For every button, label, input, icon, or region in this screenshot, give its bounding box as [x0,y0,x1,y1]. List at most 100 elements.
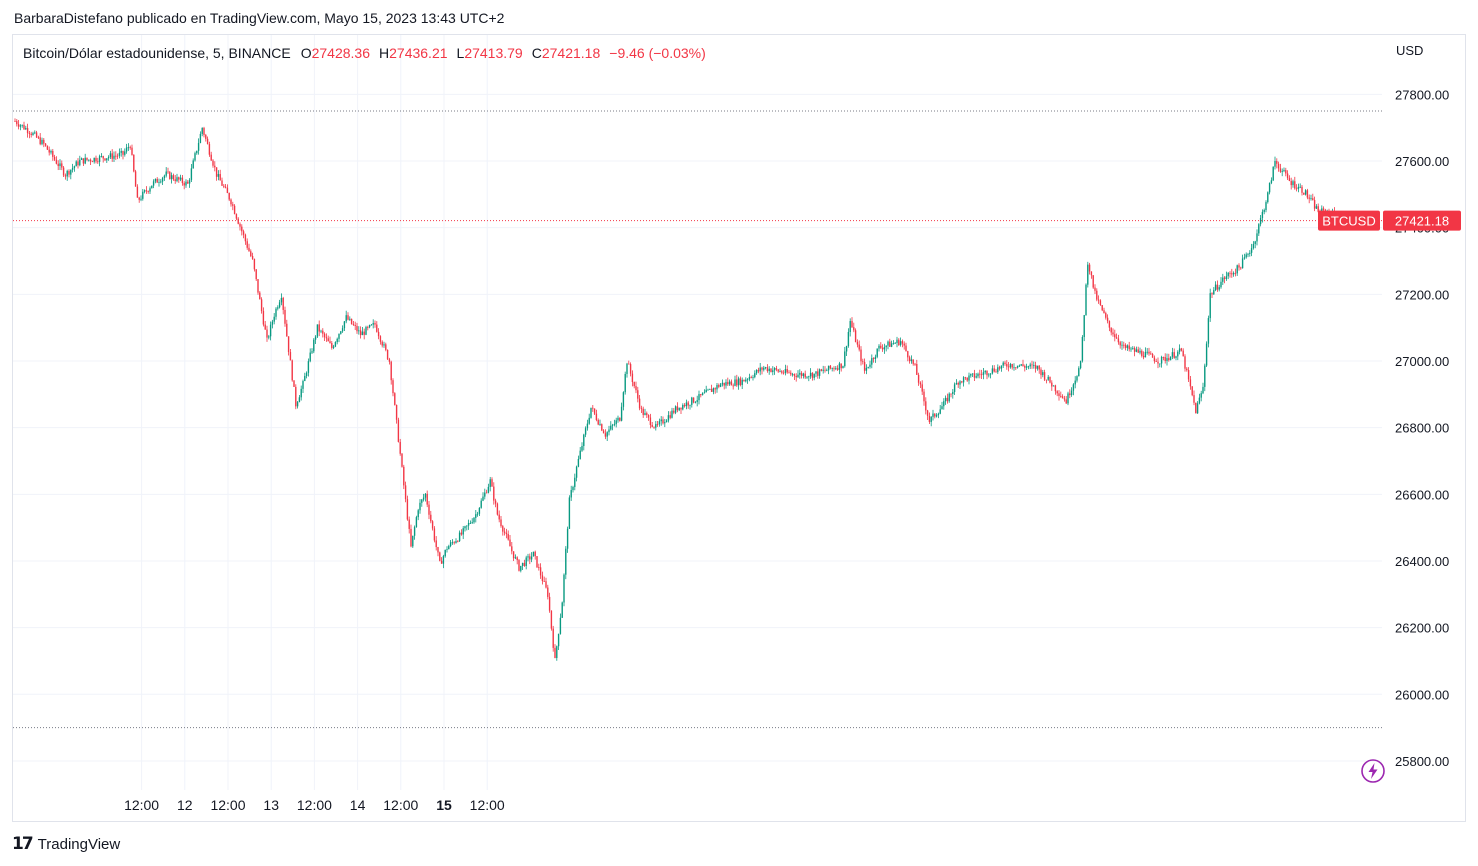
candle-body [811,372,814,378]
candle-body [908,357,911,362]
candle-body [991,368,994,374]
candle-body [98,156,101,162]
candle-body [541,575,544,582]
candle-body [268,336,270,338]
candle-body [1054,385,1057,392]
candle-body [30,133,32,135]
candle-body [755,369,758,374]
candle-body [323,333,326,338]
lightning-icon[interactable] [1360,758,1386,784]
symbol-name[interactable]: Bitcoin/Dólar estadounidense, 5, BINANCE [23,45,291,61]
candle-body [35,132,38,138]
candle-body [997,367,999,373]
candle-body [1277,163,1280,169]
candle-body [1112,332,1114,335]
currency-label[interactable]: USD [1396,43,1424,58]
candle-body [206,138,209,145]
candle-body [79,159,81,166]
candle-body [1191,386,1193,396]
candle-body [1222,277,1224,282]
candle-body [808,376,810,378]
candle-body [547,587,549,597]
candle-body [633,382,635,387]
candle-body [217,174,220,177]
candle-body [912,359,914,364]
candle-body [691,397,693,405]
candle-body [43,139,45,144]
candle-body [482,496,484,501]
candle-body [44,143,47,146]
candle-body [347,315,349,320]
candle-body [259,292,261,300]
candle-body [736,379,738,386]
candle-body [1295,188,1298,190]
candle-body [314,336,317,340]
candle-body [487,486,490,493]
candle-body [451,542,454,544]
candle-body [772,370,774,372]
candle-body [869,364,871,367]
candle-body [410,528,412,547]
candle-body [1254,241,1256,244]
candle-body [1092,275,1094,288]
candle-body [642,408,644,415]
candle-body [318,324,320,332]
candle-body [638,398,641,409]
candle-body [745,379,747,382]
candle-body [1144,351,1147,358]
candle-body [584,428,587,435]
candle-body [356,325,358,332]
footer[interactable]: 17 TradingView [12,834,120,854]
candle-body [966,377,968,381]
candle-body [743,379,745,382]
candle-body [352,324,355,325]
candle-body [993,368,995,372]
candle-body [421,499,423,503]
candle-body [590,407,592,418]
candle-body [341,328,344,332]
candle-body [183,183,185,186]
chart-frame[interactable] [12,34,1466,822]
candle-body [1042,372,1044,376]
candle-body [959,381,961,385]
candle-body [235,214,238,219]
candle-body [500,519,502,527]
candle-body [1105,313,1107,318]
candle-body [957,383,959,385]
candle-body [1216,284,1219,290]
candle-body [136,186,139,198]
candle-body [532,551,535,557]
price-tick-label: 27600.00 [1395,154,1449,169]
footer-brand[interactable]: TradingView [37,835,121,853]
candle-body [61,163,63,168]
candle-body [215,167,218,177]
candle-body [1267,192,1269,203]
candle-body [611,424,614,426]
symbol-legend[interactable]: Bitcoin/Dólar estadounidense, 5, BINANCE… [23,45,715,61]
candle-body [732,385,734,387]
candle-body [269,324,272,337]
candle-body [1000,365,1003,369]
candle-body [766,367,769,372]
candle-body [1029,364,1031,367]
candle-body [721,382,724,385]
candle-body [170,175,173,180]
candle-body [142,191,144,199]
candle-body [426,493,428,505]
candle-body [48,149,50,153]
candle-body [1074,380,1076,385]
candle-body [683,405,686,407]
candle-body [851,321,853,328]
candle-body [793,374,796,376]
candle-body [764,367,767,369]
candle-body [313,339,315,352]
candle-body [696,400,698,402]
candle-body [968,375,970,381]
candle-body [655,424,657,428]
candle-body [260,299,263,312]
candle-body [561,602,563,618]
tradingview-logo-icon[interactable]: 17 [12,834,34,854]
candle-body [615,420,617,425]
candle-body [836,368,839,370]
